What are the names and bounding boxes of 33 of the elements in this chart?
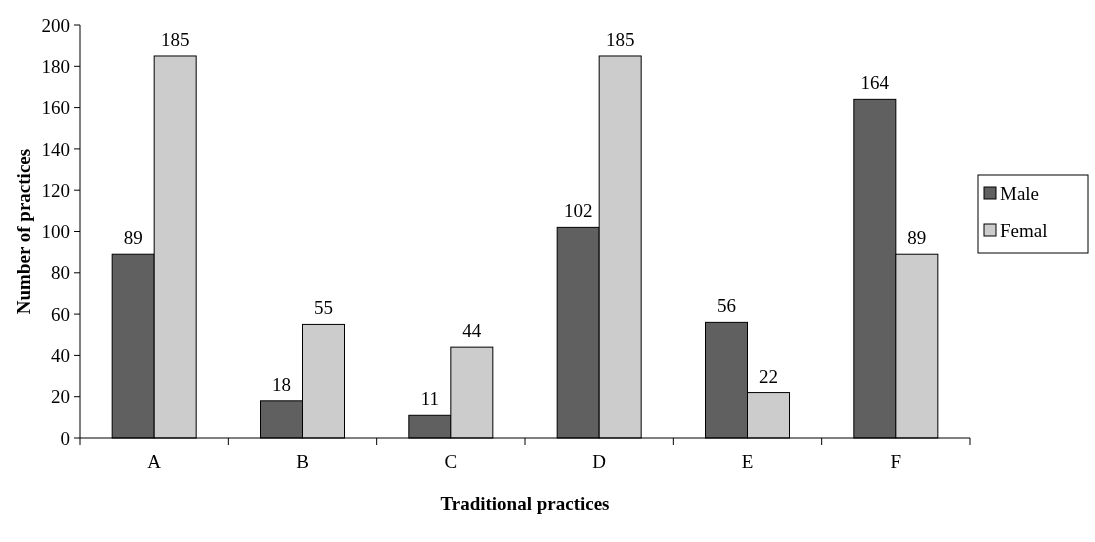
y-tick-label: 40 [51, 345, 70, 367]
data-label: 89 [907, 227, 927, 249]
y-tick-label: 80 [51, 262, 70, 284]
x-tick-label: F [890, 451, 902, 472]
y-tick-label: 180 [41, 55, 70, 77]
data-label: 22 [759, 365, 778, 387]
y-tick-label: 100 [41, 221, 70, 243]
data-label: 56 [717, 295, 736, 317]
y-tick-label: 200 [41, 14, 70, 36]
data-label: 18 [272, 373, 291, 395]
data-label: 89 [123, 227, 143, 249]
legend-label: Femal [1000, 219, 1048, 241]
y-tick-label: 20 [51, 386, 70, 408]
y-tick-label: 120 [41, 179, 70, 201]
data-label: 11 [420, 388, 439, 410]
legend-label: Male [1000, 182, 1040, 204]
data-label: 164 [860, 72, 890, 94]
y-tick-label: 140 [41, 138, 70, 160]
data-label: 102 [563, 200, 593, 222]
x-tick-label: E [741, 451, 754, 472]
y-tick-label: 160 [41, 97, 70, 119]
x-tick-label: D [592, 451, 607, 472]
data-label: 55 [314, 297, 333, 319]
y-tick-label: 0 [60, 427, 70, 449]
y-axis-title: Number of practices [13, 148, 34, 315]
x-tick-label: C [444, 451, 458, 472]
data-label: 44 [462, 320, 482, 342]
x-tick-label: A [147, 451, 162, 472]
y-tick-label: 60 [51, 303, 70, 325]
x-axis-title: Traditional practices [440, 493, 610, 514]
x-tick-label: B [296, 451, 309, 472]
data-label: 185 [605, 28, 635, 50]
data-label: 185 [160, 28, 190, 50]
